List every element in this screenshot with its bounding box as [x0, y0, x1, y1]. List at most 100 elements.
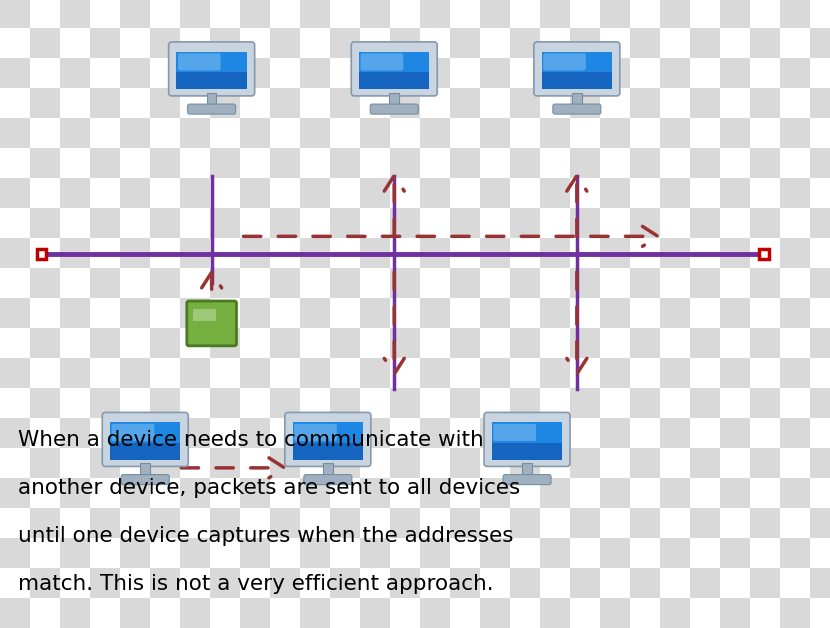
Bar — [780, 418, 810, 448]
Bar — [540, 418, 570, 448]
Bar — [420, 28, 450, 58]
Bar — [240, 28, 270, 58]
Bar — [750, 328, 780, 358]
Bar — [30, 118, 60, 148]
Bar — [330, 28, 360, 58]
Bar — [540, 538, 570, 568]
Bar — [120, 118, 150, 148]
Bar — [600, 178, 630, 208]
Bar — [120, 178, 150, 208]
Bar — [240, 208, 270, 238]
Bar — [720, 28, 750, 58]
Bar — [690, 0, 720, 28]
Bar — [120, 418, 150, 448]
Text: another device, packets are sent to all devices: another device, packets are sent to all … — [18, 478, 520, 498]
Bar — [630, 238, 660, 268]
Bar — [210, 88, 240, 118]
Bar — [330, 388, 360, 418]
Bar — [390, 58, 420, 88]
Bar — [810, 238, 830, 268]
Bar — [390, 328, 420, 358]
Bar — [630, 118, 660, 148]
Bar — [110, 422, 180, 443]
Bar — [660, 418, 690, 448]
Bar — [570, 58, 600, 88]
Bar — [690, 478, 720, 508]
Bar — [177, 51, 247, 72]
Bar — [330, 568, 360, 598]
Bar — [480, 538, 510, 568]
Bar — [540, 148, 570, 178]
Bar — [420, 478, 450, 508]
Text: match. This is not a very efficient approach.: match. This is not a very efficient appr… — [18, 574, 494, 594]
Bar — [270, 298, 300, 328]
Bar — [150, 418, 180, 448]
Bar — [450, 118, 480, 148]
Bar — [90, 598, 120, 628]
Bar — [570, 328, 600, 358]
Bar — [450, 598, 480, 628]
Bar — [690, 118, 720, 148]
Bar — [150, 88, 180, 118]
Bar — [30, 208, 60, 238]
Bar — [510, 538, 540, 568]
Bar — [540, 238, 570, 268]
Bar — [420, 238, 450, 268]
Bar — [210, 178, 240, 208]
Bar — [630, 208, 660, 238]
Bar — [480, 388, 510, 418]
Bar — [540, 508, 570, 538]
Bar — [390, 208, 420, 238]
Bar — [660, 118, 690, 148]
Bar — [240, 448, 270, 478]
Bar — [690, 88, 720, 118]
Bar — [690, 418, 720, 448]
Bar — [630, 418, 660, 448]
Bar — [690, 538, 720, 568]
Bar — [300, 418, 330, 448]
Bar — [360, 538, 390, 568]
Bar — [450, 508, 480, 538]
Bar — [120, 298, 150, 328]
Bar — [180, 568, 210, 598]
Bar — [270, 178, 300, 208]
Bar — [300, 118, 330, 148]
Bar — [480, 118, 510, 148]
Bar — [750, 418, 780, 448]
Bar — [600, 208, 630, 238]
Bar — [570, 568, 600, 598]
Bar — [600, 28, 630, 58]
Bar — [660, 148, 690, 178]
Bar — [360, 388, 390, 418]
Bar — [60, 118, 90, 148]
FancyBboxPatch shape — [493, 424, 536, 441]
Bar — [390, 118, 420, 148]
Bar — [360, 568, 390, 598]
Bar — [480, 208, 510, 238]
Bar — [600, 298, 630, 328]
Bar — [177, 51, 247, 89]
Bar — [360, 418, 390, 448]
Bar — [360, 148, 390, 178]
Bar — [90, 28, 120, 58]
Bar — [570, 418, 600, 448]
Bar — [542, 51, 612, 89]
Bar — [0, 328, 30, 358]
Bar — [510, 298, 540, 328]
Bar — [270, 148, 300, 178]
Bar — [720, 118, 750, 148]
Bar — [37, 249, 46, 259]
Bar — [300, 58, 330, 88]
Bar — [630, 268, 660, 298]
Bar — [750, 268, 780, 298]
Bar — [270, 238, 300, 268]
Bar — [330, 298, 360, 328]
Bar — [240, 58, 270, 88]
Bar — [480, 58, 510, 88]
Bar — [420, 268, 450, 298]
FancyBboxPatch shape — [178, 53, 221, 70]
Bar — [90, 208, 120, 238]
Bar — [510, 58, 540, 88]
Bar — [510, 358, 540, 388]
Bar — [120, 448, 150, 478]
